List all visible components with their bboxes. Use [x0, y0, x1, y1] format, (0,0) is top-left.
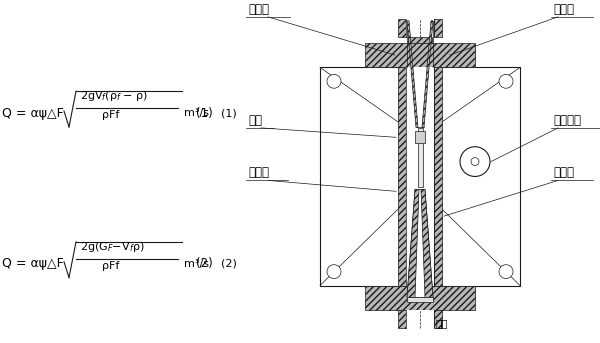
Polygon shape: [434, 310, 442, 328]
Circle shape: [327, 74, 341, 88]
Text: 錐形管: 錐形管: [553, 166, 574, 179]
Polygon shape: [320, 68, 520, 285]
Polygon shape: [406, 68, 434, 285]
Text: (1): (1): [221, 108, 237, 118]
Polygon shape: [407, 189, 419, 297]
Polygon shape: [406, 310, 434, 328]
Text: Q = αψ△F: Q = αψ△F: [2, 257, 64, 270]
Polygon shape: [415, 131, 425, 143]
Circle shape: [327, 265, 341, 279]
Text: Q = αψ△F: Q = αψ△F: [2, 107, 64, 119]
Text: (1): (1): [196, 107, 213, 119]
Polygon shape: [407, 297, 433, 303]
Polygon shape: [407, 189, 433, 297]
Polygon shape: [398, 310, 406, 328]
Circle shape: [460, 147, 490, 176]
Polygon shape: [421, 189, 433, 297]
Polygon shape: [418, 128, 422, 187]
Text: (2): (2): [221, 259, 237, 269]
Text: 隨動系統: 隨動系統: [553, 114, 581, 127]
Text: ρFf: ρFf: [102, 261, 119, 271]
Circle shape: [471, 158, 479, 166]
Text: (2): (2): [196, 257, 213, 270]
Polygon shape: [365, 285, 475, 310]
Text: 平衡: 平衡: [435, 318, 448, 328]
Polygon shape: [407, 21, 418, 127]
Polygon shape: [422, 21, 433, 127]
Text: m³/s: m³/s: [184, 259, 209, 269]
Polygon shape: [398, 68, 406, 285]
Text: 測量管: 測量管: [553, 3, 574, 16]
Polygon shape: [434, 68, 442, 285]
Polygon shape: [398, 19, 406, 37]
Text: 顯示器: 顯示器: [248, 3, 269, 16]
Text: ρFf: ρFf: [102, 110, 119, 120]
Text: 2gV$_f$(ρ$_f$ − ρ): 2gV$_f$(ρ$_f$ − ρ): [80, 89, 148, 103]
Polygon shape: [408, 37, 432, 43]
Polygon shape: [408, 285, 432, 291]
Text: 浮子: 浮子: [248, 114, 262, 127]
Polygon shape: [434, 19, 442, 37]
Text: 導向管: 導向管: [248, 166, 269, 179]
Circle shape: [499, 265, 513, 279]
Text: m³/s: m³/s: [184, 108, 209, 118]
Text: 2g(G$_F$−V$_f$ρ): 2g(G$_F$−V$_f$ρ): [80, 240, 145, 254]
Polygon shape: [406, 19, 434, 37]
Polygon shape: [365, 43, 475, 68]
Circle shape: [499, 74, 513, 88]
